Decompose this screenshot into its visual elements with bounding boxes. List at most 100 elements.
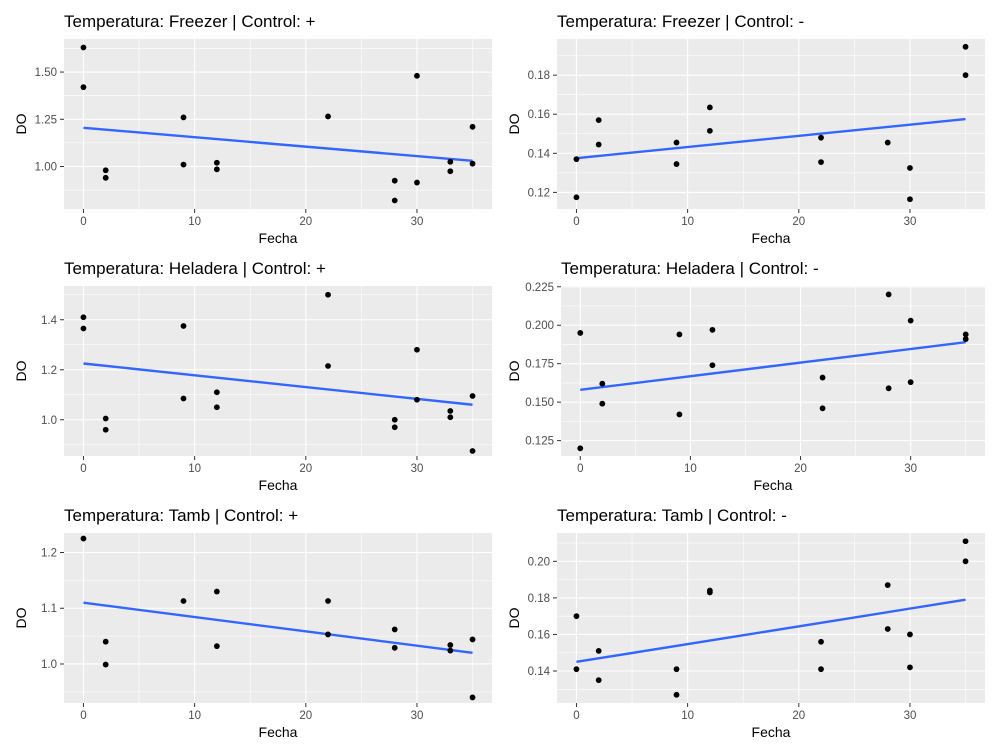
data-point: [469, 694, 476, 701]
data-point: [325, 113, 331, 120]
data-point: [80, 535, 87, 542]
chart-title: Temperatura: Freezer | Control: +: [64, 12, 316, 31]
data-point: [884, 626, 891, 632]
x-axis-title: Fecha: [754, 477, 793, 493]
data-point: [213, 159, 220, 166]
data-point: [595, 677, 602, 684]
data-point: [447, 642, 454, 648]
y-tick-label: 0.18: [528, 70, 550, 82]
data-point: [414, 179, 420, 186]
y-tick-label: 0.200: [525, 320, 554, 332]
data-point: [573, 613, 580, 620]
data-point: [819, 374, 826, 381]
x-tick-label: 30: [411, 463, 424, 475]
data-point: [706, 104, 713, 111]
data-point: [818, 666, 824, 673]
data-point: [180, 395, 187, 402]
trend-line: [580, 340, 966, 392]
chart-panel-5: 0 10 20 30 1.0 1.1 1.2 Temperatura: Tamb | Cont…: [13, 506, 492, 740]
x-tick-label: 10: [188, 463, 201, 475]
data-point: [80, 44, 87, 51]
data-point: [325, 291, 331, 298]
data-point: [180, 323, 187, 329]
data-point: [414, 346, 420, 353]
data-point: [102, 167, 109, 174]
chart-title: Temperatura: Freezer | Control: -: [557, 12, 804, 31]
x-tick-label: 20: [299, 216, 312, 228]
x-tick-label: 10: [188, 216, 201, 228]
data-point: [447, 647, 454, 654]
x-tick-label: 20: [792, 216, 805, 228]
data-point: [885, 291, 892, 298]
trend-line: [576, 117, 966, 160]
data-point: [213, 404, 220, 411]
chart-panel-2: 0 10 20 30 0.12 0.14 0.16 0.18 Temperatura: Free…: [506, 12, 985, 246]
x-axis-title: Fecha: [752, 724, 791, 740]
data-point: [469, 448, 476, 454]
data-point: [447, 414, 454, 421]
data-point: [80, 325, 87, 332]
data-point: [180, 161, 187, 168]
data-point: [573, 156, 580, 163]
data-point: [80, 84, 87, 91]
x-axis-title: Fecha: [259, 724, 298, 740]
chart-panel-6: 0 10 20 30 0.14 0.16 0.18 0.20 Temperatura: Tamb…: [506, 506, 985, 740]
y-tick-label: 1.2: [41, 548, 57, 560]
data-point: [391, 177, 398, 184]
data-point: [819, 405, 826, 412]
trend-line: [83, 362, 473, 406]
data-point: [907, 317, 914, 324]
x-tick-label: 20: [299, 463, 312, 475]
x-tick-label: 0: [80, 216, 86, 228]
y-tick-label: 0.16: [528, 109, 550, 121]
x-tick-label: 10: [684, 463, 697, 475]
x-tick-label: 10: [681, 710, 694, 722]
x-tick-label: 30: [411, 216, 424, 228]
data-point: [447, 158, 454, 165]
y-tick-label: 1.0: [41, 415, 57, 427]
data-point: [962, 331, 969, 338]
data-point: [469, 393, 476, 399]
y-axis-title: DO: [506, 360, 522, 381]
x-tick-label: 0: [577, 463, 583, 475]
data-point: [706, 589, 713, 596]
data-point: [885, 385, 892, 392]
chart-title: Temperatura: Tamb | Control: -: [557, 506, 787, 525]
trend-line: [83, 601, 473, 655]
data-point: [180, 114, 187, 121]
data-point: [391, 197, 398, 204]
data-point: [818, 638, 824, 645]
y-tick-label: 0.18: [528, 593, 550, 605]
y-axis-title: DO: [13, 360, 29, 381]
y-tick-label: 1.00: [35, 162, 57, 174]
data-point: [102, 415, 109, 422]
x-tick-label: 10: [681, 216, 694, 228]
data-point: [573, 666, 580, 673]
x-tick-label: 30: [904, 463, 917, 475]
data-point: [673, 691, 680, 698]
data-point: [884, 582, 891, 588]
data-point: [391, 424, 398, 431]
y-tick-label: 0.14: [528, 148, 551, 160]
y-tick-label: 0.12: [528, 187, 550, 199]
chart-title: Temperatura: Tamb | Control: +: [64, 506, 298, 525]
y-tick-label: 0.20: [528, 556, 550, 568]
data-point: [391, 644, 398, 651]
data-point: [102, 661, 109, 668]
chart-panel-3: 0 10 20 30 1.0 1.2 1.4 Temperatura: Heladera | …: [13, 259, 492, 493]
trend-line: [83, 126, 473, 163]
data-point: [325, 631, 331, 638]
x-tick-label: 30: [904, 710, 917, 722]
data-point: [102, 426, 109, 433]
panel-background: [64, 39, 492, 209]
y-axis-title: DO: [13, 113, 29, 134]
data-point: [595, 117, 602, 123]
data-point: [599, 400, 606, 407]
y-tick-label: 1.4: [41, 315, 58, 327]
data-point: [884, 139, 891, 146]
data-point: [469, 636, 476, 643]
data-point: [818, 134, 824, 141]
panel-background: [561, 286, 985, 456]
chart-title: Temperatura: Heladera | Control: -: [561, 259, 819, 278]
